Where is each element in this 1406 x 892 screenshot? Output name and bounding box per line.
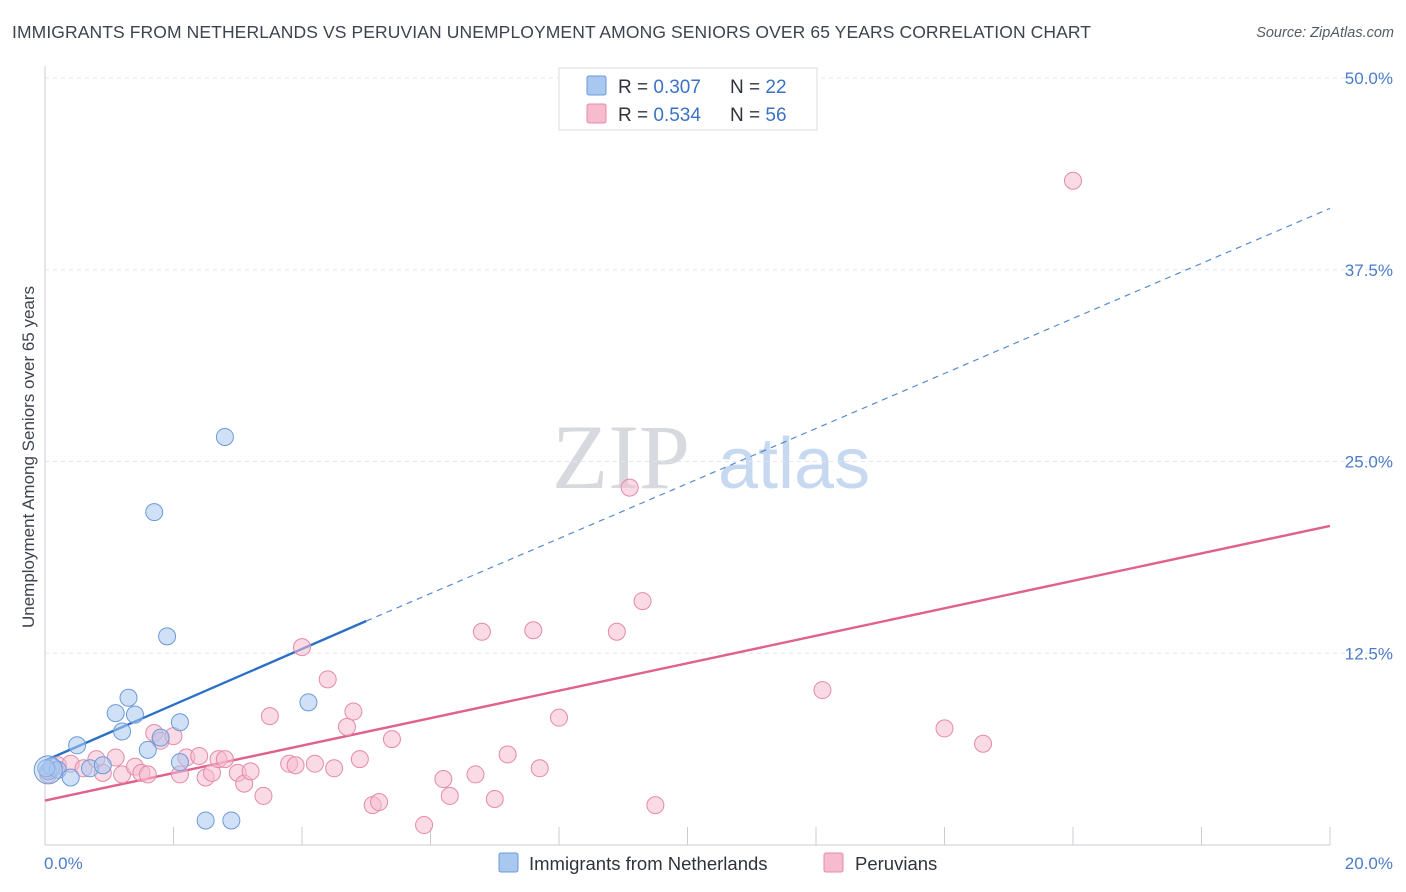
point-peruvians xyxy=(318,670,337,689)
point-peruvians xyxy=(530,759,549,778)
point-peruvians xyxy=(305,754,324,773)
point-netherlands xyxy=(93,756,112,775)
legend-swatch-peruvians xyxy=(586,103,607,124)
point-netherlands xyxy=(145,503,164,522)
point-netherlands xyxy=(119,688,138,707)
point-peruvians xyxy=(344,702,363,721)
point-netherlands xyxy=(37,759,56,778)
point-peruvians xyxy=(260,707,279,726)
point-peruvians xyxy=(382,730,401,749)
y-tick-label: 25.0% xyxy=(1345,453,1393,472)
y-tick-label: 50.0% xyxy=(1345,69,1393,88)
legend-r-label: R = xyxy=(618,77,653,98)
legend-n-label: N = xyxy=(730,105,765,126)
point-netherlands xyxy=(138,740,157,759)
svg-text:N = 22: N = 22 xyxy=(730,77,787,98)
point-netherlands-cluster xyxy=(33,755,63,785)
point-peruvians xyxy=(325,759,344,778)
point-netherlands xyxy=(61,768,80,787)
point-peruvians xyxy=(813,681,832,700)
point-peruvians xyxy=(138,765,157,784)
legend-swatch-netherlands xyxy=(586,75,607,96)
legend-r-value: 0.534 xyxy=(653,105,701,126)
point-netherlands xyxy=(170,713,189,732)
svg-text:N = 56: N = 56 xyxy=(730,105,787,126)
svg-text:R = 0.534: R = 0.534 xyxy=(618,105,701,126)
point-peruvians xyxy=(524,621,543,640)
point-peruvians xyxy=(241,762,260,781)
series-label-peruvians: Peruvians xyxy=(855,853,937,874)
trend-line-peruvians xyxy=(44,524,1331,802)
point-netherlands xyxy=(68,736,87,755)
point-netherlands xyxy=(125,705,144,724)
point-netherlands xyxy=(170,753,189,772)
chart-title: IMMIGRANTS FROM NETHERLANDS VS PERUVIAN … xyxy=(12,22,1092,42)
point-netherlands xyxy=(299,693,318,712)
point-peruvians xyxy=(550,708,568,727)
y-axis-label: Unemployment Among Seniors over 65 years xyxy=(19,286,38,628)
point-peruvians xyxy=(1064,171,1082,190)
series-swatch-netherlands xyxy=(498,852,519,873)
svg-text:R = 0.307: R = 0.307 xyxy=(618,77,701,98)
point-netherlands xyxy=(222,811,241,830)
series-legend: Immigrants from Netherlands Peruvians xyxy=(498,852,937,874)
point-netherlands xyxy=(113,722,132,741)
point-peruvians xyxy=(286,756,305,775)
legend-n-value: 22 xyxy=(765,77,786,98)
point-peruvians xyxy=(974,734,993,753)
legend-r-label: R = xyxy=(618,105,653,126)
legend-r-value: 0.307 xyxy=(653,77,701,98)
point-peruvians xyxy=(415,816,434,835)
legend-n-label: N = xyxy=(730,77,765,98)
source-label: Source: ZipAtlas.com xyxy=(1256,25,1394,41)
correlation-legend: R = 0.307 N = 22 R = 0.534 N = 56 xyxy=(558,67,818,131)
point-peruvians xyxy=(472,622,491,641)
legend-n-value: 56 xyxy=(765,105,786,126)
series-label-netherlands: Immigrants from Netherlands xyxy=(529,853,768,874)
trend-line-netherlands-extension xyxy=(366,207,1331,622)
point-peruvians xyxy=(633,592,652,611)
watermark: ZIP atlas xyxy=(552,406,870,508)
point-peruvians xyxy=(215,750,234,769)
trend-line-netherlands xyxy=(44,619,367,762)
point-netherlands xyxy=(196,811,215,830)
point-peruvians xyxy=(466,765,485,784)
point-netherlands xyxy=(215,427,234,446)
point-peruvians xyxy=(935,719,954,738)
point-netherlands xyxy=(151,728,170,747)
x-tick-label: 0.0% xyxy=(44,854,83,873)
trend-lines xyxy=(44,207,1331,802)
point-peruvians xyxy=(646,796,665,815)
point-peruvians xyxy=(620,478,639,497)
grid-lines xyxy=(45,77,1390,654)
point-peruvians xyxy=(434,770,453,789)
watermark-atlas: atlas xyxy=(718,424,870,504)
y-tick-label: 37.5% xyxy=(1345,261,1393,280)
point-peruvians xyxy=(190,747,209,766)
point-peruvians xyxy=(293,638,311,657)
point-peruvians xyxy=(485,789,504,808)
point-peruvians xyxy=(498,745,517,764)
series-swatch-peruvians xyxy=(823,852,844,873)
scatter-points xyxy=(33,171,1082,835)
x-tick-label: 20.0% xyxy=(1345,854,1393,873)
point-netherlands xyxy=(158,627,177,646)
point-peruvians xyxy=(337,717,356,736)
point-netherlands xyxy=(106,704,125,723)
tick-labels: 12.5% 25.0% 37.5% 50.0% 0.0% 20.0% xyxy=(44,69,1393,873)
point-peruvians xyxy=(440,786,459,805)
y-tick-label: 12.5% xyxy=(1345,644,1393,663)
point-peruvians xyxy=(607,622,626,641)
point-peruvians xyxy=(254,786,273,805)
watermark-zip: ZIP xyxy=(552,406,690,508)
point-peruvians xyxy=(370,793,389,812)
point-peruvians xyxy=(350,750,369,769)
